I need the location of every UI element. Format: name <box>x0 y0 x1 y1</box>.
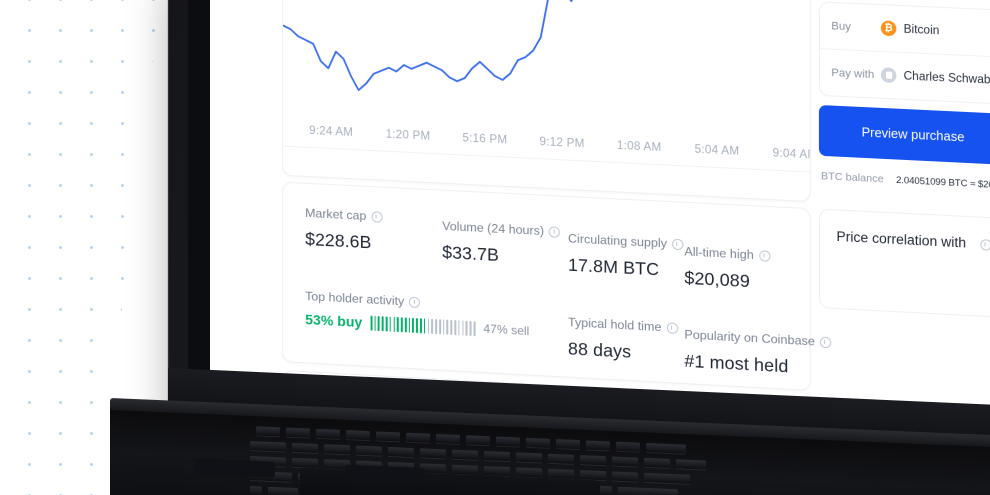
buy-label: Buy <box>831 19 851 33</box>
btc-balance-row: BTC balance 2.04051099 BTC ≈ $26,731.74 <box>821 170 990 191</box>
stat-label-text: Typical hold time <box>567 315 662 335</box>
keyboard-key <box>616 441 640 452</box>
info-icon[interactable] <box>549 225 561 238</box>
keyboard-key <box>618 486 678 495</box>
stat-market-cap: Market cap $228.6B <box>305 205 383 254</box>
keyboard-key <box>580 455 606 466</box>
selection-panel: Buy ₿ Bitcoin Pay with Charles Schwab <box>818 1 990 105</box>
stat-label: Top holder activity <box>305 289 529 315</box>
stat-value: 17.8M BTC <box>567 254 660 280</box>
preview-purchase-button[interactable]: Preview purchase <box>818 104 990 165</box>
holder-activity-bar: 53% buy 47% sell <box>305 311 529 339</box>
keyboard-key <box>388 446 414 458</box>
price-chart-card: 9:24 AM 1:20 PM 5:16 PM 9:12 PM 1:08 AM 5:04 … <box>282 0 811 203</box>
stat-label: Typical hold time <box>568 315 678 335</box>
buy-sell-ticks <box>370 315 476 336</box>
balance-label: BTC balance <box>820 170 884 186</box>
keyboard-key <box>586 440 610 451</box>
buy-asset-name: Bitcoin <box>903 22 940 37</box>
keyboard-key <box>250 441 286 452</box>
sell-percent: 47% sell <box>483 321 530 339</box>
payment-method-row[interactable]: Pay with Charles Schwab <box>819 48 990 104</box>
stat-label: Circulating supply <box>567 231 684 251</box>
keyboard-key <box>646 442 686 454</box>
stat-label-text: Top holder activity <box>305 289 405 309</box>
keyboard-key <box>466 435 490 446</box>
stat-top-holder-activity: Top holder activity 53% buy 47% sell <box>305 289 529 339</box>
keyboard-key <box>548 453 574 464</box>
keyboard-key <box>556 439 580 450</box>
keyboard-key <box>286 427 310 438</box>
stat-typical-hold-time: Typical hold time 88 days <box>568 315 678 365</box>
stat-label-text: Popularity on Coinbase <box>684 327 815 349</box>
stat-label-text: Market cap <box>305 205 367 223</box>
stat-value: 88 days <box>567 338 632 362</box>
stat-label-text: Volume (24 hours) <box>442 218 545 239</box>
keyboard-key <box>250 485 262 495</box>
keyboard-key <box>612 471 638 482</box>
stat-value: #1 most held <box>684 350 789 377</box>
keyboard-key <box>268 486 298 495</box>
info-icon[interactable] <box>758 249 771 262</box>
info-icon[interactable] <box>666 321 678 334</box>
stat-all-time-high: All-time high $20,089 <box>684 244 771 293</box>
axis-tick-label: 9:24 AM <box>309 124 354 140</box>
keyboard-key <box>406 432 430 443</box>
balance-value: 2.04051099 BTC ≈ $26,731.74 <box>896 174 990 192</box>
pay-with-label: Pay with <box>831 66 875 81</box>
keyboard-key <box>496 436 520 447</box>
bitcoin-icon: ₿ <box>880 20 897 37</box>
keyboard-key <box>420 448 446 459</box>
keyboard-key <box>256 426 280 437</box>
stat-label: All-time high <box>684 244 771 263</box>
keyboard-key <box>356 445 382 456</box>
correlation-title: Price correlation with <box>836 228 967 251</box>
keyboard-key <box>452 449 478 460</box>
price-correlation-card: Price correlation with <box>818 208 990 319</box>
bank-icon <box>880 67 897 84</box>
info-icon[interactable] <box>371 210 383 223</box>
keyboard-key <box>526 437 550 448</box>
info-icon[interactable] <box>409 296 421 308</box>
info-icon[interactable] <box>980 239 990 251</box>
keyboard-key <box>644 457 670 468</box>
keyboard-key <box>516 452 542 463</box>
stat-popularity: Popularity on Coinbase #1 most held <box>684 327 832 380</box>
keyboard-key <box>324 444 350 455</box>
keyboard-key <box>436 433 460 444</box>
keyboard-key <box>292 442 318 453</box>
buy-percent: 53% buy <box>305 311 363 331</box>
stat-value: $228.6B <box>305 228 372 253</box>
payment-method-name: Charles Schwab <box>903 69 990 87</box>
info-icon[interactable] <box>672 238 684 250</box>
keyboard-key <box>316 428 340 439</box>
stat-label-text: All-time high <box>684 244 754 263</box>
axis-tick-label: 5:16 PM <box>462 132 508 147</box>
keyboard-key <box>484 451 510 462</box>
stat-value: $20,089 <box>684 267 750 292</box>
keyboard-key <box>376 431 400 442</box>
stat-circulating-supply: Circulating supply 17.8M BTC <box>567 231 684 281</box>
stat-label: Market cap <box>305 205 383 224</box>
keyboard-key <box>346 430 370 441</box>
stat-label: Volume (24 hours) <box>442 218 561 239</box>
axis-tick-label: 9:12 PM <box>539 136 585 151</box>
axis-tick-label: 9:04 AM <box>772 147 811 162</box>
keyboard-key <box>612 456 638 467</box>
keyboard-key <box>644 472 690 484</box>
info-icon[interactable] <box>820 336 832 348</box>
stat-label: Popularity on Coinbase <box>684 327 832 349</box>
keyboard-key <box>676 459 706 470</box>
stat-value: $33.7B <box>442 241 499 266</box>
stats-card: Market cap $228.6B Volume (24 hours) $33… <box>282 181 832 391</box>
axis-tick-label: 1:08 AM <box>616 139 662 155</box>
keyboard-key <box>580 470 606 481</box>
axis-tick-label: 1:20 PM <box>385 128 431 143</box>
stat-label-text: Circulating supply <box>567 231 668 251</box>
stat-volume-24h: Volume (24 hours) $33.7B <box>442 218 561 269</box>
axis-tick-label: 5:04 AM <box>694 143 740 158</box>
